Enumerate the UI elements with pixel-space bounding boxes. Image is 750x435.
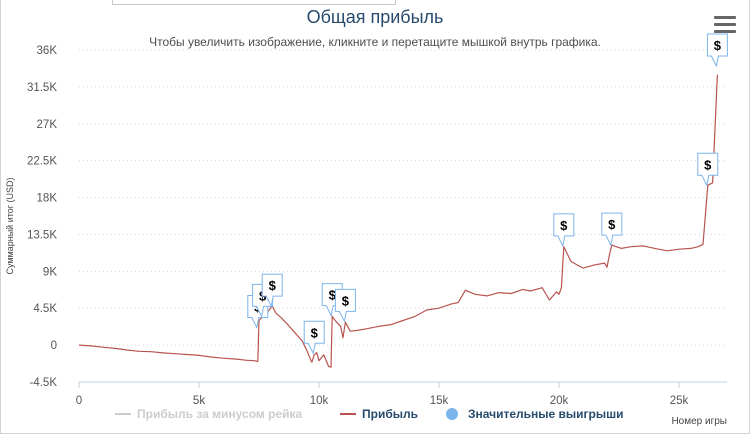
x-tick-label: 25k (670, 395, 689, 407)
big-win-flag[interactable]: $ (601, 212, 623, 247)
x-tick-label: 20k (550, 395, 569, 407)
y-tick-label: 18K (37, 193, 58, 205)
y-tick-label: 0 (51, 340, 57, 352)
flag-label: $ (311, 325, 319, 340)
big-win-flag[interactable]: $ (334, 288, 356, 323)
x-axis: 0 5k 10k 15k 20k 25k (76, 381, 727, 407)
chart-title: Общая прибыль (306, 7, 444, 27)
legend-circle-icon (446, 408, 458, 420)
flag-box (303, 320, 325, 355)
y-tick-label: -4.5K (30, 377, 58, 389)
y-tick-label: 22.5K (27, 156, 57, 168)
series-group (78, 74, 718, 368)
flag-box (261, 273, 283, 308)
menu-bar (714, 16, 736, 19)
y-tick-label: 4.5K (33, 303, 57, 315)
y-tick-label: 9K (43, 266, 57, 278)
x-tick-label: 0 (76, 395, 82, 407)
top-tab-edge (112, 0, 396, 5)
flag-label: $ (704, 157, 712, 172)
y-tick-label: 36K (37, 45, 58, 57)
x-axis-title: Номер игры (671, 416, 727, 427)
y-tick-label: 13.5K (27, 229, 57, 241)
flag-label: $ (714, 38, 722, 53)
flag-box (553, 213, 575, 248)
flag-box (706, 33, 728, 68)
menu-bar (714, 30, 736, 33)
big-win-flag[interactable]: $ (697, 152, 719, 187)
legend-item[interactable]: Прибыль за минусом рейка (115, 407, 302, 421)
x-tick-label: 5k (193, 395, 205, 407)
flag-box (601, 212, 623, 247)
y-tick-label: 27K (37, 119, 58, 131)
y-axis-title: Суммарный итог (USD) (5, 177, 15, 274)
x-tick-label: 15k (430, 395, 449, 407)
flag-label: $ (560, 218, 568, 233)
y-tick-label: 31.5K (27, 82, 57, 94)
flag-label: $ (329, 288, 337, 303)
big-win-flag[interactable]: $ (261, 273, 283, 308)
hamburger-menu-icon[interactable] (714, 16, 736, 34)
flag-box (697, 152, 719, 187)
big-win-flag[interactable]: $ (303, 320, 325, 355)
big-win-flag[interactable]: $ (706, 33, 728, 68)
flag-label: $ (342, 293, 350, 308)
flag-label: $ (269, 278, 277, 293)
menu-bar (714, 23, 736, 26)
flag-box (334, 288, 356, 323)
big-win-flag[interactable]: $ (553, 213, 575, 248)
chart-subtitle: Чтобы увеличить изображение, кликните и … (149, 35, 601, 49)
series-line-profit (78, 74, 718, 368)
grid (79, 49, 727, 383)
legend-label: Значительные выигрыши (468, 407, 624, 421)
big-win-flags[interactable]: $$$$$$$$$$ (247, 33, 728, 355)
flag-label: $ (608, 217, 616, 232)
x-tick-label: 10k (310, 395, 329, 407)
legend-item[interactable]: Значительные выигрыши (446, 407, 624, 421)
legend-label: Прибыль за минусом рейка (137, 407, 302, 421)
legend[interactable]: Прибыль за минусом рейка Прибыль Значитель… (115, 407, 624, 421)
legend-item[interactable]: Прибыль (340, 407, 418, 421)
y-axis: -4.5K 0 4.5K 9K 13.5K 18K 22.5K 27K 31.5K 36K (27, 45, 57, 389)
legend-label: Прибыль (362, 407, 418, 421)
